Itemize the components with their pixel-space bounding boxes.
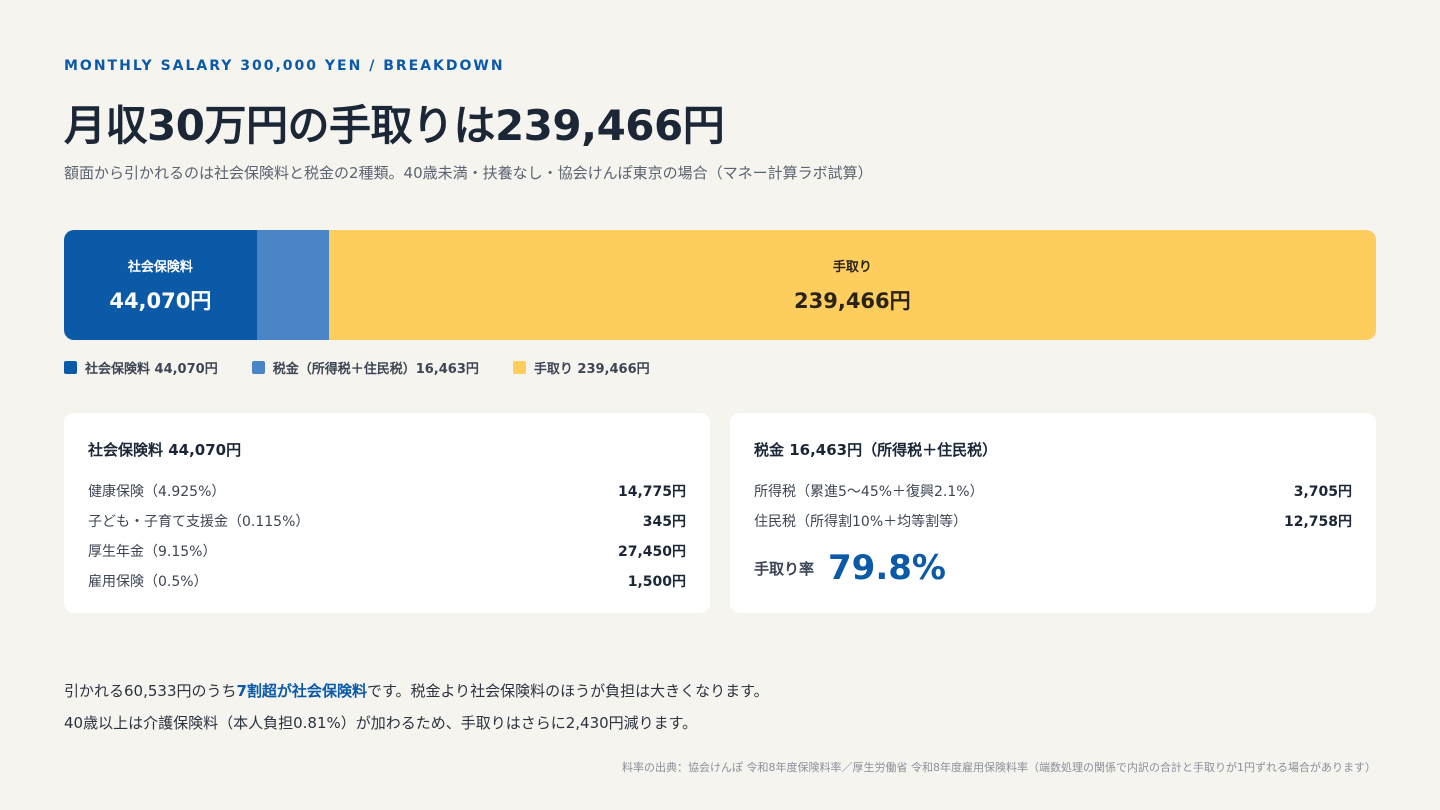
breakdown-row-label: 住民税（所得割10%＋均等割等） [754,514,968,530]
page: MONTHLY SALARY 300,000 YEN / BREAKDOWN 月… [64,0,1376,810]
breakdown-row: 所得税（累進5〜45%＋復興2.1%） 3,705円 [754,476,1352,506]
take-home-rate-value: 79.8% [828,548,946,588]
breakdown-row-amount: 1,500円 [627,574,686,590]
social-insurance-card-title: 社会保険料 44,070円 [88,441,242,459]
breakdown-row-amount: 345円 [642,514,686,530]
tax-card-title: 税金 16,463円（所得税＋住民税） [754,441,998,459]
tax-card: 税金 16,463円（所得税＋住民税） 所得税（累進5〜45%＋復興2.1%） … [730,413,1376,613]
bar-segment-label: 社会保険料 [127,259,193,275]
bar-segment [256,230,329,340]
breakdown-row-amount: 27,450円 [617,544,686,560]
summary-note-1-post: です。税金より社会保険料のほうが負担は大きくなります。 [366,682,769,700]
social-insurance-rows: 健康保険（4.925%） 14,775円 子ども・子育て支援金（0.115%） … [88,476,686,596]
bar-segment: 手取り 239,466円 [328,230,1376,340]
legend-label: 社会保険料 44,070円 [85,362,218,377]
breakdown-row-label: 雇用保険（0.5%） [88,574,208,590]
summary-note-1-pre: 引かれる60,533円のうち [64,682,237,700]
breakdown-row-label: 所得税（累進5〜45%＋復興2.1%） [754,484,984,500]
page-title: 月収30万円の手取りは239,466円 [64,101,725,150]
breakdown-row-amount: 14,775円 [617,484,686,500]
take-home-rate-label: 手取り率 [754,559,815,578]
legend-swatch [251,361,265,374]
stacked-bar-chart: 社会保険料 44,070円 手取り 239,466円 [64,230,1376,340]
source-note: 料率の出典：協会けんぽ 令和8年度保険料率／厚生労働省 令和8年度雇用保険料率（… [622,761,1376,774]
breakdown-row-label: 健康保険（4.925%） [88,484,226,500]
breakdown-row-label: 子ども・子育て支援金（0.115%） [88,514,310,530]
bar-segment-label: 手取り [832,259,872,275]
legend-label: 税金（所得税＋住民税）16,463円 [272,362,479,377]
legend-item: 手取り 239,466円 [512,358,650,377]
legend-item: 税金（所得税＋住民税）16,463円 [251,358,479,377]
breakdown-row: 厚生年金（9.15%） 27,450円 [88,536,686,566]
legend-label: 手取り 239,466円 [533,362,650,377]
breakdown-row: 健康保険（4.925%） 14,775円 [88,476,686,506]
summary-note-1: 引かれる60,533円のうち7割超が社会保険料です。税金より社会保険料のほうが負… [64,680,769,701]
summary-note-2: 40歳以上は介護保険料（本人負担0.81%）が加わるため、手取りはさらに2,43… [64,714,698,732]
breakdown-row-label: 厚生年金（9.15%） [88,544,217,560]
take-home-rate: 手取り率 79.8% [754,548,1352,588]
summary-note-1-highlight: 7割超が社会保険料 [236,682,367,700]
legend-swatch [64,361,77,374]
bar-segment-value: 239,466円 [794,288,911,313]
breakdown-row-amount: 3,705円 [1293,484,1352,500]
chart-legend: 社会保険料 44,070円 税金（所得税＋住民税）16,463円 手取り 239,4… [64,358,650,377]
bar-segment: 社会保険料 44,070円 [64,230,257,340]
breakdown-row: 雇用保険（0.5%） 1,500円 [88,566,686,596]
bar-segment-value: 44,070円 [109,288,212,313]
page-subtitle: 額面から引かれるのは社会保険料と税金の2種類。40歳未満・扶養なし・協会けんぽ東… [64,164,873,182]
legend-swatch [512,361,526,374]
breakdown-row: 住民税（所得割10%＋均等割等） 12,758円 [754,506,1352,536]
social-insurance-card: 社会保険料 44,070円 健康保険（4.925%） 14,775円 子ども・子… [64,413,710,613]
legend-item: 社会保険料 44,070円 [64,358,218,377]
eyebrow-label: MONTHLY SALARY 300,000 YEN / BREAKDOWN [64,58,505,74]
breakdown-row: 子ども・子育て支援金（0.115%） 345円 [88,506,686,536]
breakdown-row-amount: 12,758円 [1283,514,1352,530]
